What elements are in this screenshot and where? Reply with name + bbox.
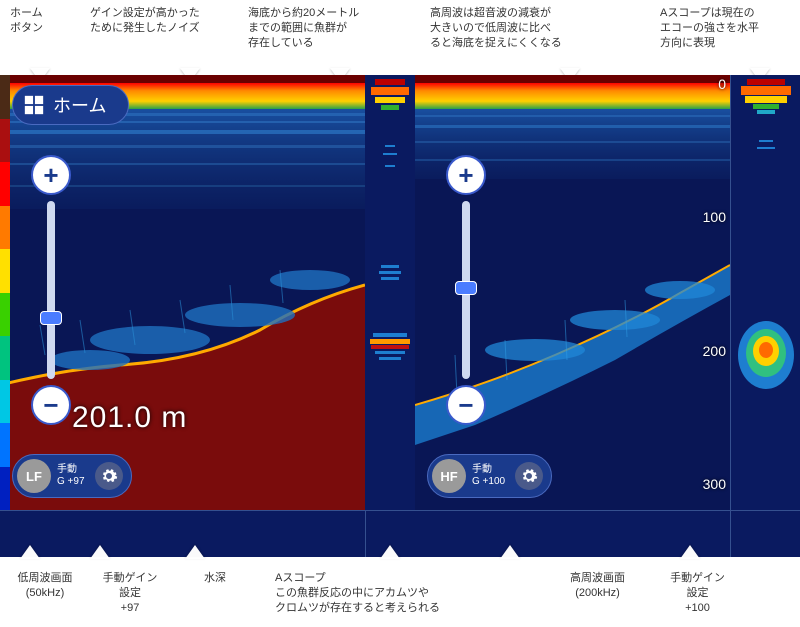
gear-icon <box>520 467 538 485</box>
hf-freq-circle[interactable]: HF <box>432 459 466 493</box>
lf-mode: 手動 <box>57 464 85 476</box>
lf-panel: ホーム + − 201.0 m LF 手動 G +97 <box>0 75 365 510</box>
hf-range-slider: + − <box>445 155 487 425</box>
annotation-row-bottom: 低周波画面 (50kHz)手動ゲイン 設定 +97水深Aスコープ この魚群反応の… <box>0 557 800 627</box>
annotation-row-top: ホーム ボタンゲイン設定が高かった ために発生したノイズ海底から約20メートル … <box>0 0 800 75</box>
center-ascope <box>365 75 415 510</box>
center-ascope-svg <box>365 75 415 510</box>
lf-gain: G +97 <box>57 476 85 488</box>
home-label: ホーム <box>53 92 106 118</box>
lf-zoom-out-button[interactable]: − <box>31 385 71 425</box>
hf-panel: + − HF 手動 G +100 0100200300 <box>415 75 730 510</box>
lf-slider-thumb[interactable] <box>40 311 62 325</box>
hf-settings-badge: HF 手動 G +100 <box>427 454 552 498</box>
hf-gain: G +100 <box>472 476 505 488</box>
lf-gear-button[interactable] <box>95 462 123 490</box>
color-scale-bar <box>0 75 10 510</box>
lf-zoom-in-button[interactable]: + <box>31 155 71 195</box>
right-ascope-svg <box>731 75 800 510</box>
hf-zoom-out-button[interactable]: − <box>446 385 486 425</box>
hf-gear-button[interactable] <box>515 462 543 490</box>
lf-freq-circle[interactable]: LF <box>17 459 51 493</box>
hf-slider-thumb[interactable] <box>455 281 477 295</box>
home-icon <box>23 94 45 116</box>
hf-depth-scale: 0100200300 <box>703 75 726 510</box>
depth-readout: 201.0 m <box>72 401 187 435</box>
sonar-display: ホーム + − 201.0 m LF 手動 G +97 <box>0 75 800 510</box>
lf-range-slider: + − <box>30 155 72 425</box>
hf-zoom-in-button[interactable]: + <box>446 155 486 195</box>
lf-settings-badge: LF 手動 G +97 <box>12 454 132 498</box>
home-button[interactable]: ホーム <box>12 85 129 125</box>
right-ascope <box>730 75 800 510</box>
hf-mode: 手動 <box>472 464 505 476</box>
lf-slider-track[interactable] <box>47 201 55 379</box>
hf-slider-track[interactable] <box>462 201 470 379</box>
gear-icon <box>100 467 118 485</box>
